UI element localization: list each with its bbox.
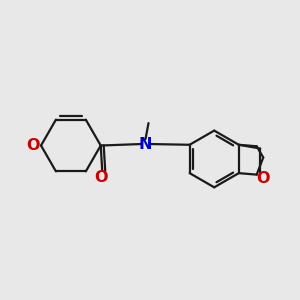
Text: O: O xyxy=(256,171,270,186)
Text: O: O xyxy=(26,138,39,153)
Text: O: O xyxy=(94,170,107,185)
Text: N: N xyxy=(139,136,152,152)
